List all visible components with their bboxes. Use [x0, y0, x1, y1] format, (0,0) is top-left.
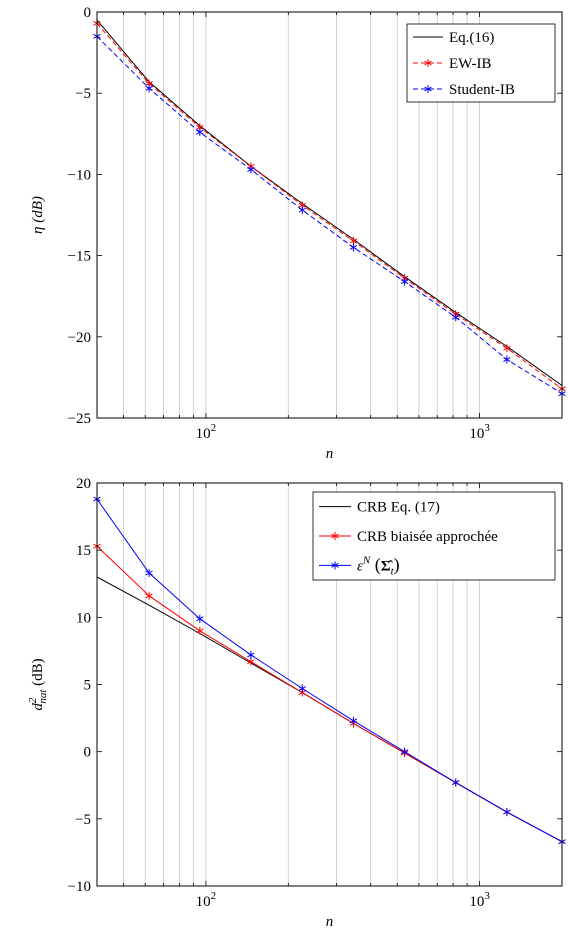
data-point: [424, 59, 432, 67]
legend-label: EW-IB: [449, 56, 492, 72]
x-tick-label: 102: [196, 890, 217, 910]
data-point: [349, 716, 358, 725]
y-tick-label: −25: [68, 411, 91, 427]
legend: CRB Eq. (17) CRB biaisée approchée εN (Σ̂t…: [312, 491, 556, 581]
y-axis-label: η (dB): [30, 196, 46, 234]
chart-eta: 102 103 0 −5 −10 −15 −20 −25 n η (dB) Eq.(16) EW…: [30, 5, 566, 462]
legend: Eq.(16) EW-IB Student-IB: [406, 23, 556, 103]
chart-dnat: 102 103 20 15 10 5 0 −5 −10 n d2nat (dB) CRB Eq.…: [27, 476, 566, 930]
data-point: [424, 85, 432, 93]
data-point: [400, 277, 409, 286]
data-point: [298, 206, 307, 215]
series-line: [96, 545, 563, 843]
x-axis-label: n: [326, 914, 334, 930]
data-point: [503, 808, 511, 817]
y-tick-label: 0: [84, 5, 92, 21]
x-tick-label: 102: [196, 422, 217, 442]
x-axis-label: n: [326, 446, 334, 462]
y-axis-label: d2nat (dB): [27, 658, 49, 710]
data-point: [145, 569, 153, 578]
data-point: [331, 532, 339, 540]
data-point: [503, 344, 511, 353]
y-tick-label: −5: [75, 86, 91, 102]
series-line: [96, 23, 563, 390]
legend-label: Student-IB: [449, 82, 515, 98]
data-point: [452, 778, 460, 787]
x-tick-label: 103: [469, 890, 490, 910]
data-point: [503, 355, 511, 364]
series-line: [96, 498, 563, 843]
plot-frame: [96, 11, 563, 419]
x-tick-label: 103: [469, 422, 490, 442]
data-point: [349, 243, 358, 252]
legend-label: εN (Σ̂t): [357, 554, 400, 577]
legend-label: CRB biaisée approchée: [357, 529, 498, 545]
data-point: [400, 747, 409, 756]
y-tick-label: 15: [76, 543, 91, 559]
y-tick-label: 0: [84, 745, 92, 761]
y-tick-label: −15: [68, 249, 91, 265]
data-point: [145, 84, 153, 93]
y-tick-label: 10: [76, 610, 91, 626]
data-point: [331, 561, 339, 570]
data-point: [298, 684, 307, 693]
data-point: [247, 165, 255, 174]
legend-box: [312, 491, 556, 581]
data-point: [196, 614, 204, 623]
data-point: [452, 313, 460, 322]
y-tick-label: −5: [75, 812, 91, 828]
y-tick-label: 20: [76, 476, 91, 492]
y-tick-label: −10: [68, 879, 91, 895]
data-point: [196, 626, 204, 635]
legend-label: Eq.(16): [449, 30, 494, 46]
data-point: [247, 650, 255, 659]
data-point: [196, 128, 204, 137]
y-tick-label: −20: [68, 330, 91, 346]
series-line: [96, 19, 563, 386]
data-point: [247, 657, 255, 666]
series-line: [96, 36, 563, 395]
y-tick-label: −10: [68, 167, 91, 183]
legend-label: CRB Eq. (17): [357, 500, 440, 516]
data-point: [145, 591, 153, 600]
y-tick-label: 5: [84, 678, 92, 694]
